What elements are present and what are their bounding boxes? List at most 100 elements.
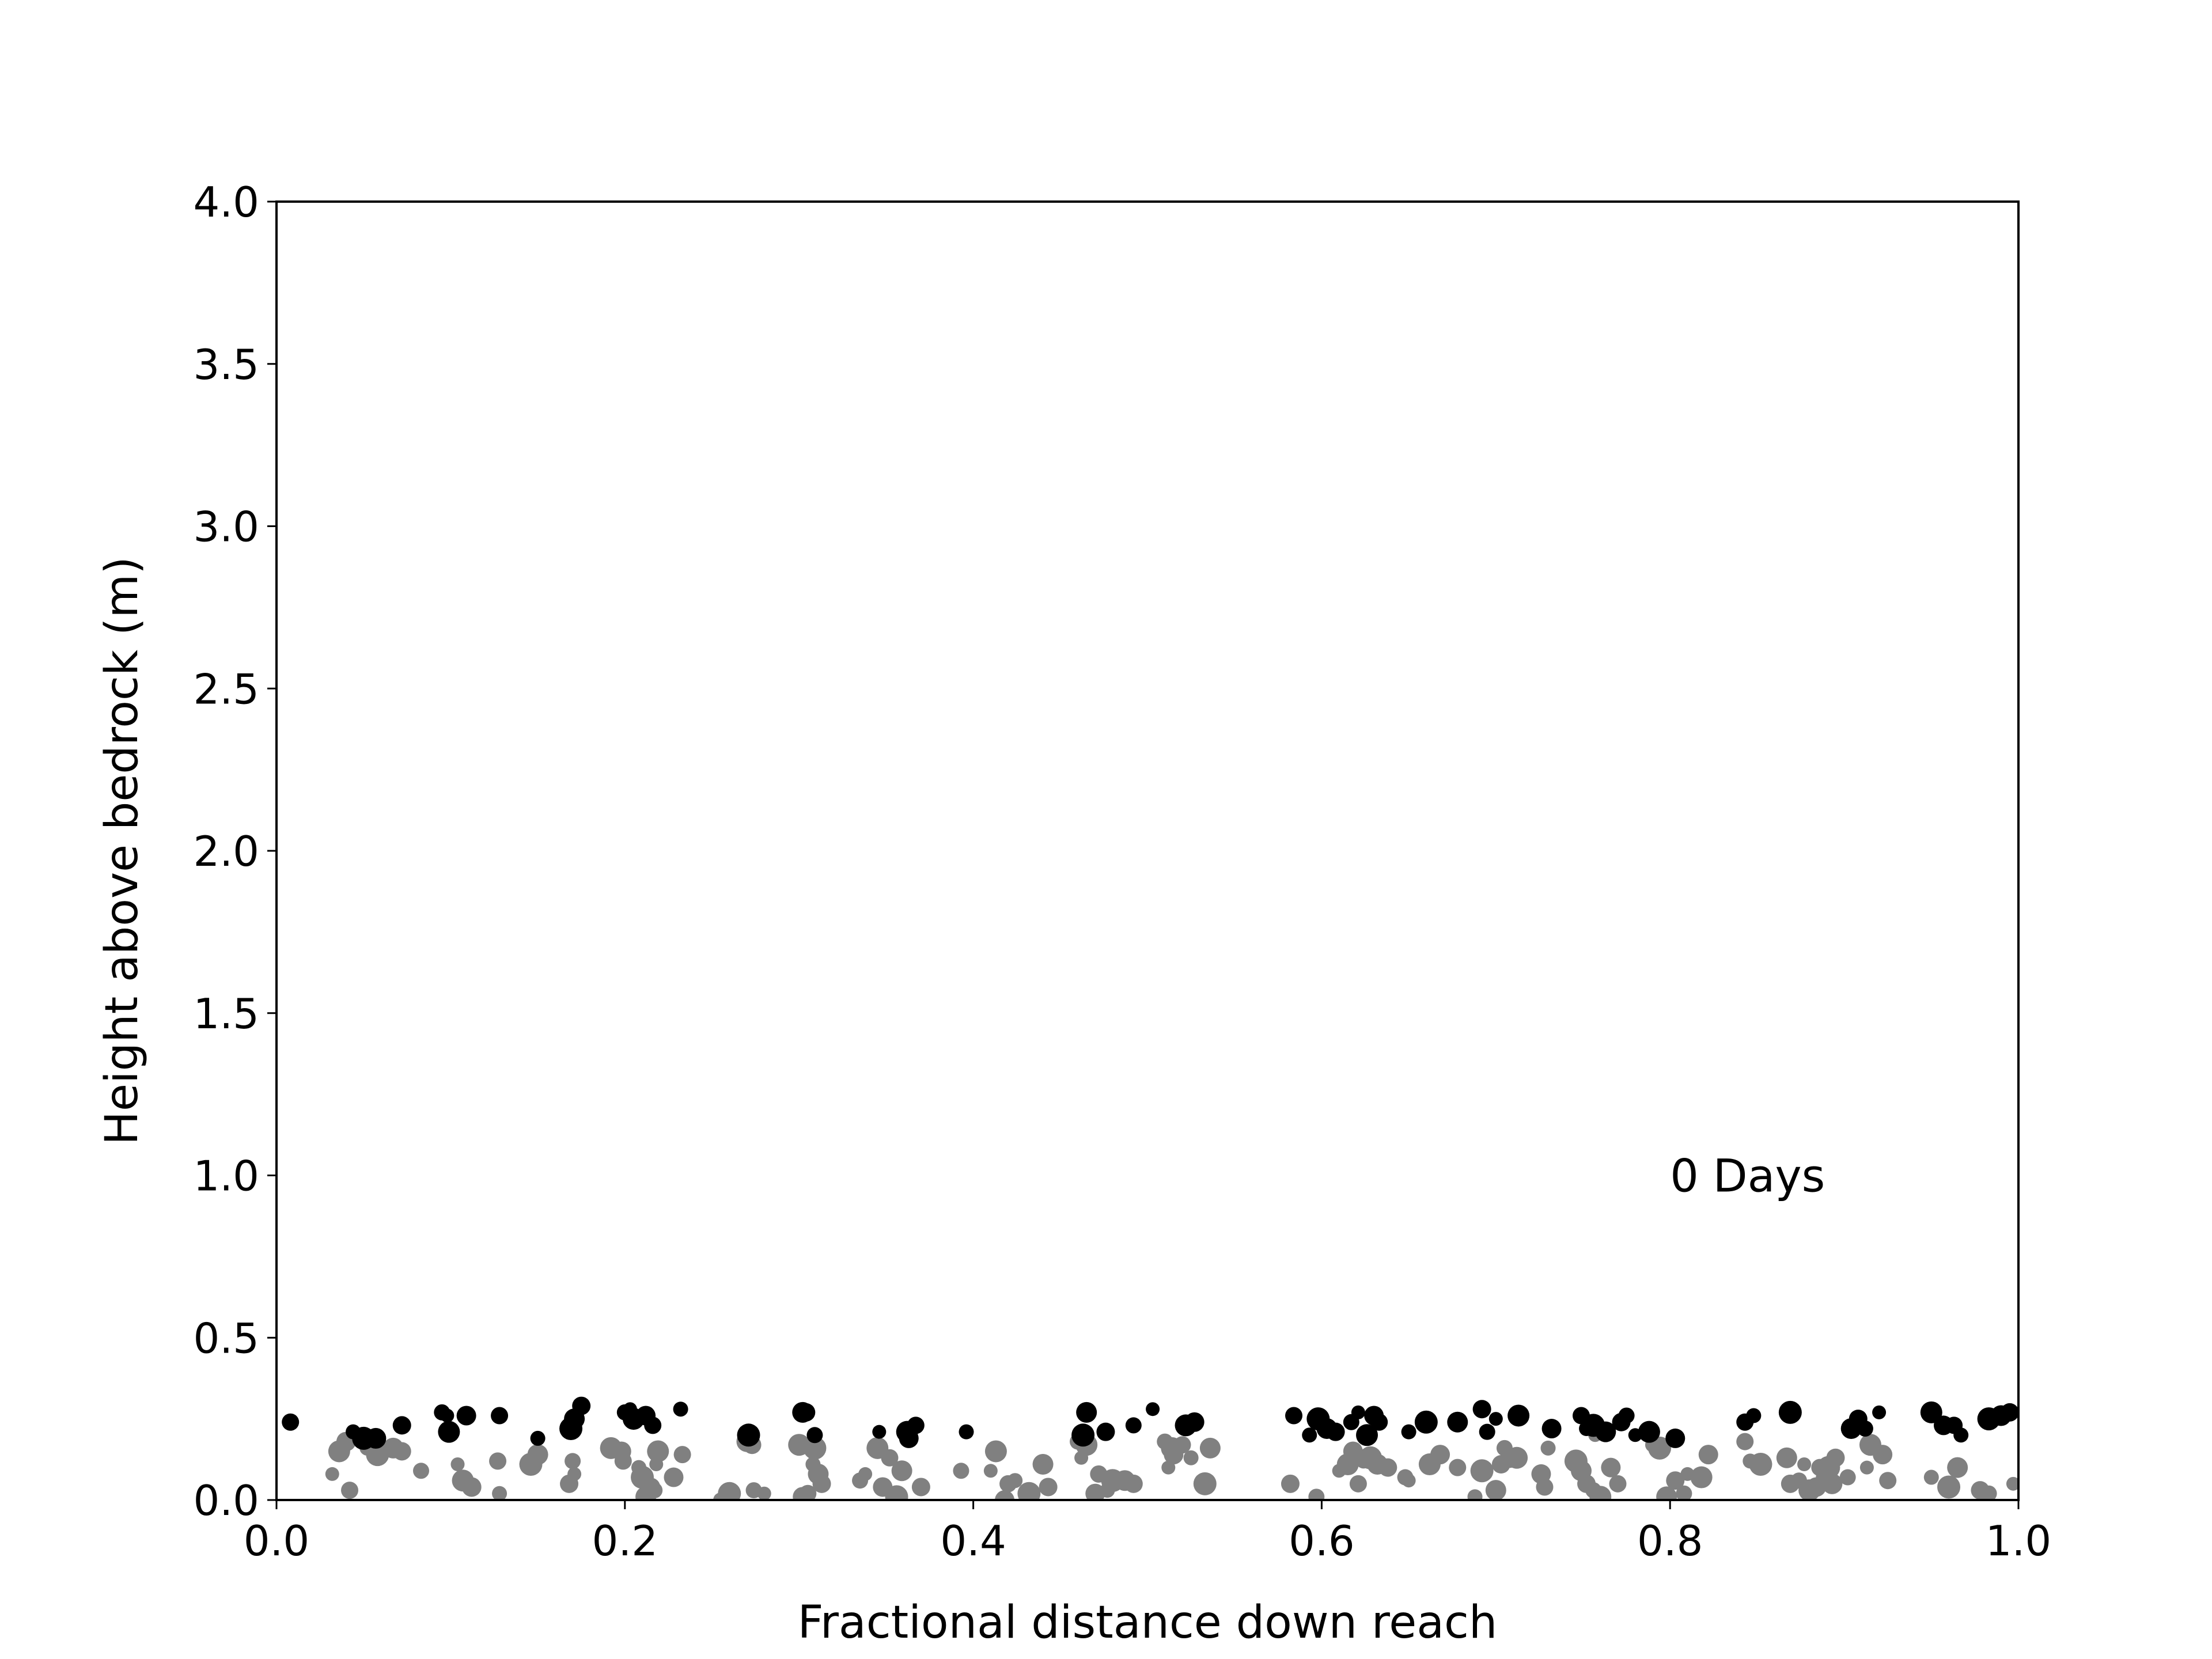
grey-point bbox=[492, 1486, 507, 1500]
black-point bbox=[644, 1416, 662, 1434]
grey-point bbox=[891, 1460, 912, 1482]
grey-point bbox=[646, 1482, 663, 1499]
black-point bbox=[1479, 1423, 1495, 1440]
grey-point bbox=[673, 1446, 691, 1464]
black-point bbox=[797, 1403, 816, 1422]
grey-point bbox=[1937, 1475, 1961, 1499]
black-point bbox=[1488, 1412, 1503, 1426]
grey-point bbox=[1308, 1488, 1325, 1500]
grey-point bbox=[1873, 1445, 1893, 1465]
x-axis: 0.0 0.2 0.4 0.6 0.8 1.0 bbox=[244, 1500, 2052, 1565]
x-tick-label: 0.2 bbox=[592, 1517, 658, 1565]
y-tick-label: 1.0 bbox=[193, 1152, 259, 1200]
y-axis: 0.0 0.5 1.0 1.5 2.0 2.5 3.0 3.5 4.0 bbox=[193, 178, 276, 1525]
plot-frame bbox=[275, 200, 2020, 1501]
grey-point bbox=[1349, 1475, 1367, 1493]
grey-point bbox=[1859, 1460, 1874, 1475]
grey-point bbox=[812, 1474, 831, 1493]
black-point bbox=[456, 1406, 476, 1426]
black-point bbox=[2000, 1403, 2018, 1422]
grey-point bbox=[1017, 1482, 1041, 1500]
black-point bbox=[1638, 1421, 1660, 1443]
grey-point bbox=[1007, 1473, 1023, 1488]
grey-point bbox=[995, 1490, 1015, 1500]
grey-point bbox=[757, 1486, 771, 1500]
grey-point bbox=[1749, 1453, 1772, 1476]
black-point bbox=[1595, 1421, 1616, 1442]
grey-point bbox=[1402, 1474, 1416, 1488]
black-point bbox=[1326, 1422, 1345, 1441]
black-point bbox=[572, 1396, 591, 1415]
black-point bbox=[1146, 1402, 1160, 1416]
grey-point bbox=[1589, 1486, 1612, 1500]
grey-point bbox=[1736, 1433, 1754, 1450]
grey-point bbox=[1821, 1473, 1843, 1494]
grey-point bbox=[1183, 1450, 1199, 1465]
grey-point bbox=[1923, 1469, 1939, 1485]
grey-point bbox=[1199, 1437, 1221, 1459]
black-point bbox=[1370, 1413, 1388, 1431]
black-point bbox=[1351, 1405, 1365, 1419]
grey-point bbox=[1281, 1474, 1300, 1493]
grey-point bbox=[953, 1463, 969, 1479]
grey-point bbox=[983, 1464, 998, 1478]
grey-point bbox=[1032, 1454, 1054, 1475]
black-point bbox=[392, 1416, 411, 1435]
x-tick-label: 1.0 bbox=[1986, 1517, 2052, 1565]
grey-point bbox=[984, 1440, 1007, 1463]
grey-point bbox=[1797, 1457, 1812, 1472]
black-point bbox=[737, 1423, 760, 1447]
black-point bbox=[1076, 1402, 1097, 1423]
black-point bbox=[1472, 1400, 1491, 1419]
black-point bbox=[673, 1402, 688, 1417]
grey-point bbox=[881, 1449, 899, 1467]
grey-point bbox=[1666, 1471, 1685, 1490]
grey-point bbox=[1449, 1459, 1467, 1476]
black-point bbox=[440, 1408, 454, 1423]
y-tick-label: 3.5 bbox=[193, 340, 259, 389]
black-point bbox=[1618, 1407, 1635, 1424]
grey-point bbox=[1947, 1457, 1968, 1478]
black-point bbox=[1857, 1421, 1873, 1437]
grey-point bbox=[1609, 1475, 1627, 1493]
grey-point bbox=[1879, 1472, 1897, 1490]
grey-point bbox=[1485, 1480, 1506, 1500]
black-point bbox=[1125, 1417, 1142, 1434]
black-point bbox=[959, 1424, 974, 1440]
grey-point bbox=[1980, 1485, 1997, 1500]
y-tick-label: 3.0 bbox=[193, 503, 259, 551]
black-point bbox=[872, 1425, 887, 1439]
days-annotation: 0 Days bbox=[1670, 1151, 1825, 1203]
grey-point bbox=[1656, 1486, 1677, 1500]
black-point bbox=[1665, 1428, 1685, 1448]
grey-point bbox=[341, 1482, 359, 1499]
grey-point bbox=[2006, 1476, 2018, 1491]
black-point bbox=[438, 1421, 460, 1443]
grey-point bbox=[799, 1484, 817, 1500]
black-point bbox=[1541, 1419, 1562, 1439]
y-tick-label: 0.5 bbox=[193, 1314, 259, 1362]
grey-point bbox=[1467, 1489, 1483, 1500]
x-tick-label: 0.8 bbox=[1637, 1517, 1703, 1565]
grey-point bbox=[1776, 1447, 1797, 1468]
y-tick-label: 2.5 bbox=[193, 665, 259, 713]
grey-point bbox=[392, 1442, 411, 1461]
grey-point bbox=[647, 1440, 669, 1463]
grey-point bbox=[567, 1467, 582, 1481]
grey-point bbox=[664, 1467, 684, 1487]
black-point bbox=[1356, 1424, 1378, 1446]
black-point bbox=[491, 1407, 509, 1425]
grey-point bbox=[1839, 1469, 1856, 1486]
grey-point bbox=[1039, 1478, 1058, 1497]
black-point bbox=[1184, 1412, 1205, 1432]
grey-point bbox=[461, 1477, 482, 1497]
black-point bbox=[365, 1427, 387, 1449]
grey-point bbox=[1648, 1436, 1672, 1460]
grey-point bbox=[718, 1482, 741, 1500]
grey-point bbox=[1690, 1466, 1713, 1488]
black-point bbox=[1096, 1422, 1115, 1441]
grey-point bbox=[1085, 1483, 1105, 1500]
x-tick-label: 0.4 bbox=[940, 1517, 1006, 1565]
